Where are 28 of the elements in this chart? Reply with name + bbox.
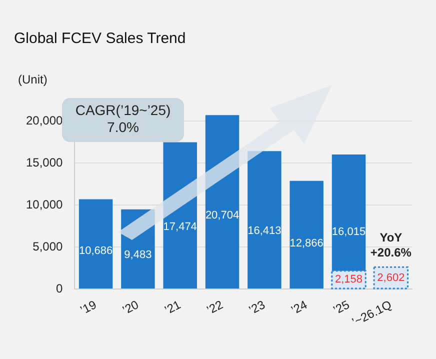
data-label: 9,483	[124, 249, 152, 262]
x-tick-label: ’20	[120, 297, 142, 318]
bar	[78, 199, 113, 288]
y-axis-title: (Unit)	[18, 72, 48, 86]
data-label: 16,015	[332, 226, 366, 238]
x-tick-label: ’24	[288, 297, 310, 318]
data-label: 2,158	[334, 274, 363, 286]
y-tick-label: 20,000	[26, 113, 64, 128]
data-label: 16,413	[248, 224, 282, 237]
y-tick-label: 5,000	[32, 239, 64, 254]
data-label: 2,602	[377, 272, 405, 284]
data-label: 20,704	[205, 210, 240, 222]
x-tick-label: ’25	[331, 297, 352, 318]
annotation: CAGR(’19~’25) 7.0%	[75, 102, 171, 135]
x-tick-label: ’23	[246, 297, 268, 318]
y-tick-label: 0	[56, 281, 64, 296]
y-tick-label: 15,000	[26, 155, 64, 170]
chart-title: Global FCEV Sales Trend	[14, 30, 186, 48]
data-label: 17,474	[163, 221, 197, 234]
data-label: 12,866	[290, 237, 324, 250]
annotation: YoY +20.6%	[370, 230, 412, 260]
y-tick-label: 10,000	[26, 197, 64, 212]
x-tick-label: ’19	[78, 297, 99, 318]
x-tick-label: ’22	[204, 297, 226, 318]
bar	[290, 180, 324, 288]
x-tick-label: ’21	[162, 297, 184, 318]
bar	[248, 151, 282, 288]
data-label: 10,686	[78, 245, 113, 257]
